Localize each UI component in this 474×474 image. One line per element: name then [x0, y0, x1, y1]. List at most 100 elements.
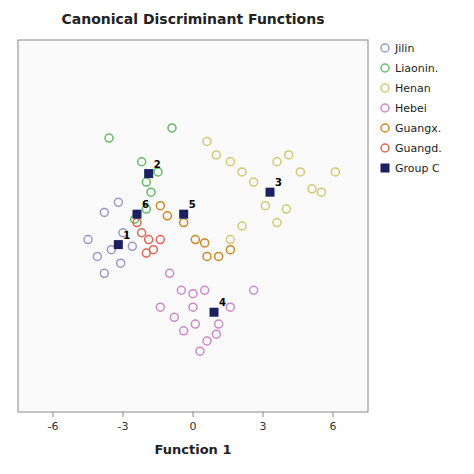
- legend-label: Liaonin.: [395, 62, 438, 75]
- scatter-point: [215, 252, 223, 260]
- scatter-point: [114, 198, 122, 206]
- scatter-point: [166, 269, 174, 277]
- scatter-point: [250, 286, 258, 294]
- point-label: 1: [123, 230, 130, 241]
- point-label: 3: [275, 177, 282, 188]
- series-0: [84, 198, 136, 277]
- scatter-point: [163, 212, 171, 220]
- plot-frame: [18, 40, 368, 412]
- x-tick: [123, 412, 124, 417]
- scatter-point: [201, 239, 209, 247]
- scatter-point: [105, 134, 113, 142]
- legend-label: Guangx.: [395, 122, 441, 135]
- scatter-point: [226, 236, 234, 244]
- x-tick: [263, 412, 264, 417]
- legend-label: Jilin: [394, 42, 414, 55]
- scatter-point: [170, 313, 178, 321]
- legend-swatch: [381, 44, 389, 52]
- series-5: [133, 219, 164, 257]
- scatter-point: [250, 178, 258, 186]
- x-tick-label: 0: [190, 420, 197, 433]
- scatter-point: [100, 269, 108, 277]
- scatter-point: [138, 158, 146, 166]
- point-labels: 123456: [123, 159, 282, 309]
- scatter-point: [189, 303, 197, 311]
- scatter-point: [84, 236, 92, 244]
- scatter-point: [147, 188, 155, 196]
- point-label: 6: [142, 199, 149, 210]
- scatter-point: [142, 249, 150, 257]
- point-label: 4: [219, 297, 226, 308]
- centroid-point: [114, 240, 123, 249]
- scatter-point: [273, 219, 281, 227]
- scatter-point: [273, 158, 281, 166]
- scatter-point: [156, 236, 164, 244]
- series-4: [156, 202, 234, 261]
- scatter-point: [191, 236, 199, 244]
- x-tick: [53, 412, 54, 417]
- legend-swatch: [381, 104, 389, 112]
- x-axis-label: Function 1: [155, 442, 232, 457]
- scatter-point: [282, 205, 290, 213]
- scatter-point: [212, 330, 220, 338]
- title: Canonical Discriminant Functions: [61, 11, 324, 27]
- scatter-point: [215, 320, 223, 328]
- point-label: 2: [154, 159, 161, 170]
- centroid-point: [133, 210, 142, 219]
- x-tick: [193, 412, 194, 417]
- scatter-point: [133, 219, 141, 227]
- legend: JilinLiaonin.HenanHebeiGuangx.Guangd.Gro…: [381, 42, 442, 175]
- legend-swatch: [381, 144, 389, 152]
- scatter-point: [142, 178, 150, 186]
- x-tick-label: 6: [330, 420, 337, 433]
- legend-swatch: [381, 84, 389, 92]
- scatter-point: [100, 208, 108, 216]
- scatter-point: [191, 320, 199, 328]
- scatter-point: [238, 222, 246, 230]
- series-6: [114, 169, 275, 317]
- legend-label: Guangd.: [395, 142, 442, 155]
- scatter-point: [261, 202, 269, 210]
- scatter-point: [156, 303, 164, 311]
- x-tick-label: -6: [48, 420, 59, 433]
- scatter-point: [238, 168, 246, 176]
- scatter-point: [177, 286, 185, 294]
- centroid-point: [144, 169, 153, 178]
- legend-swatch: [381, 164, 390, 173]
- legend-label: Group C: [395, 162, 440, 175]
- series-3: [156, 269, 257, 355]
- scatter-point: [189, 290, 197, 298]
- plot-marks: [84, 124, 339, 355]
- scatter-point: [156, 202, 164, 210]
- scatter-point: [117, 259, 125, 267]
- scatter-point: [212, 151, 220, 159]
- scatter-point: [285, 151, 293, 159]
- scatter-point: [128, 242, 136, 250]
- scatter-point: [180, 327, 188, 335]
- scatter-point: [93, 252, 101, 260]
- scatter-point: [203, 137, 211, 145]
- plot-background: [18, 40, 368, 412]
- scatter-point: [201, 286, 209, 294]
- legend-label: Hebei: [395, 102, 427, 115]
- scatter-point: [308, 185, 316, 193]
- centroid-point: [210, 308, 219, 317]
- scatter-point: [196, 347, 204, 355]
- series-2: [203, 137, 339, 243]
- centroid-point: [179, 210, 188, 219]
- scatter-point: [226, 303, 234, 311]
- scatter-point: [168, 124, 176, 132]
- x-tick-label: 3: [260, 420, 267, 433]
- series-1: [105, 124, 176, 223]
- scatter-point: [138, 229, 146, 237]
- scatter-point: [331, 168, 339, 176]
- chart: Canonical Discriminant Functions-6-3036F…: [0, 0, 474, 474]
- scatter-point: [226, 158, 234, 166]
- scatter-point: [180, 219, 188, 227]
- scatter-point: [145, 236, 153, 244]
- scatter-point: [203, 337, 211, 345]
- scatter-point: [317, 188, 325, 196]
- centroid-point: [266, 188, 275, 197]
- scatter-point: [296, 168, 304, 176]
- legend-swatch: [381, 64, 389, 72]
